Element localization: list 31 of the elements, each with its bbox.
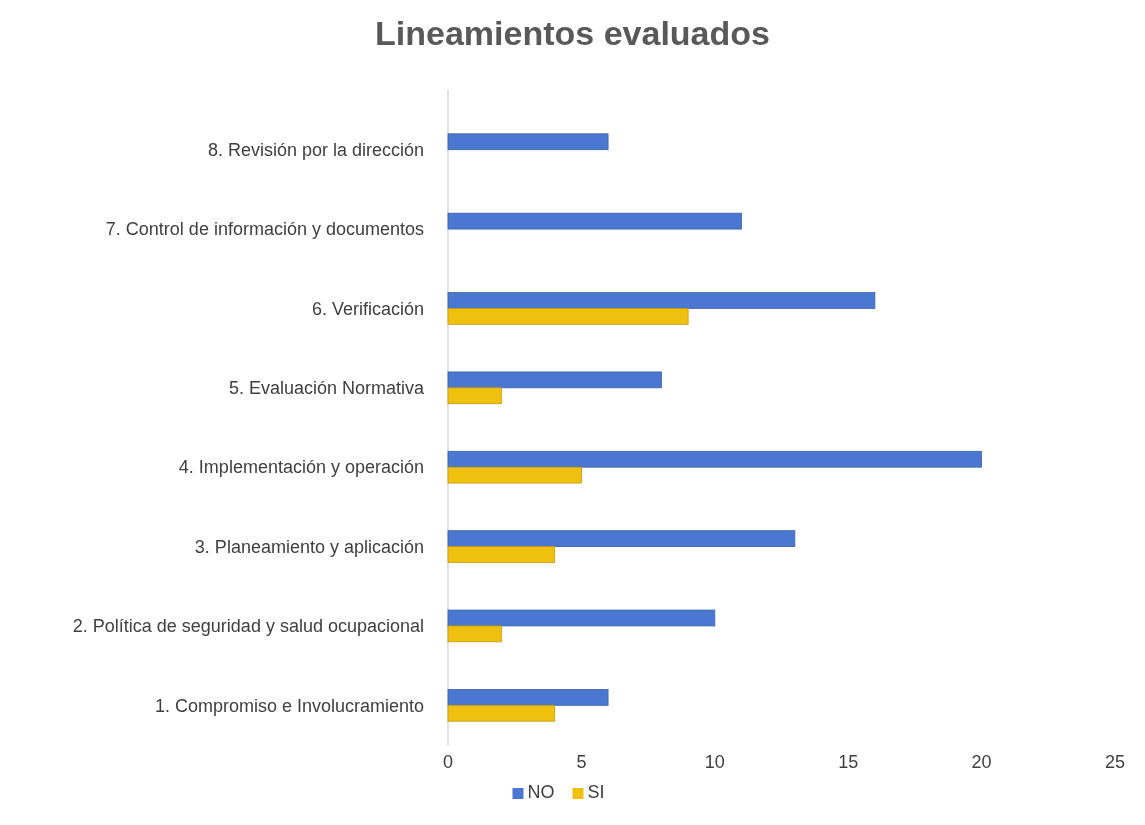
- x-tick-label: 25: [1104, 752, 1126, 772]
- y-tick-label: 3. Planeamiento y aplicación: [194, 536, 424, 557]
- legend-label: SI: [587, 782, 605, 802]
- bar: [447, 609, 716, 627]
- bar: [447, 689, 609, 706]
- legend-label: NO: [527, 782, 555, 802]
- y-tick-label: 8. Revisión por la dirección: [207, 139, 424, 160]
- y-tick-label: 2. Política de seguridad y salud ocupacional: [72, 616, 424, 637]
- x-tick-label: 10: [704, 752, 725, 772]
- chart-title: Lineamientos evaluados: [375, 14, 770, 52]
- y-tick-label: 6. Verificación: [311, 298, 424, 319]
- bar: [447, 450, 982, 468]
- bar: [447, 466, 582, 484]
- bar: [447, 371, 662, 389]
- x-tick-label: 5: [576, 752, 587, 772]
- x-tick-label: 20: [971, 752, 992, 772]
- bar: [447, 546, 556, 563]
- y-tick-label: 1. Compromiso e Involucramiento: [154, 695, 424, 716]
- bar: [447, 308, 689, 325]
- x-tick-label: 0: [442, 752, 454, 772]
- y-tick-label: 7. Control de información y documentos: [105, 219, 424, 240]
- x-tick-label: 15: [838, 752, 859, 772]
- bar: [447, 212, 742, 230]
- bar: [447, 704, 556, 722]
- bar: [447, 530, 796, 547]
- y-tick-label: 5. Evaluación Normativa: [228, 378, 425, 399]
- bar: [447, 625, 502, 643]
- bar: [447, 133, 609, 151]
- y-tick-label: 4. Implementación y operación: [178, 457, 424, 478]
- bar: [447, 292, 876, 309]
- bar: [447, 387, 502, 405]
